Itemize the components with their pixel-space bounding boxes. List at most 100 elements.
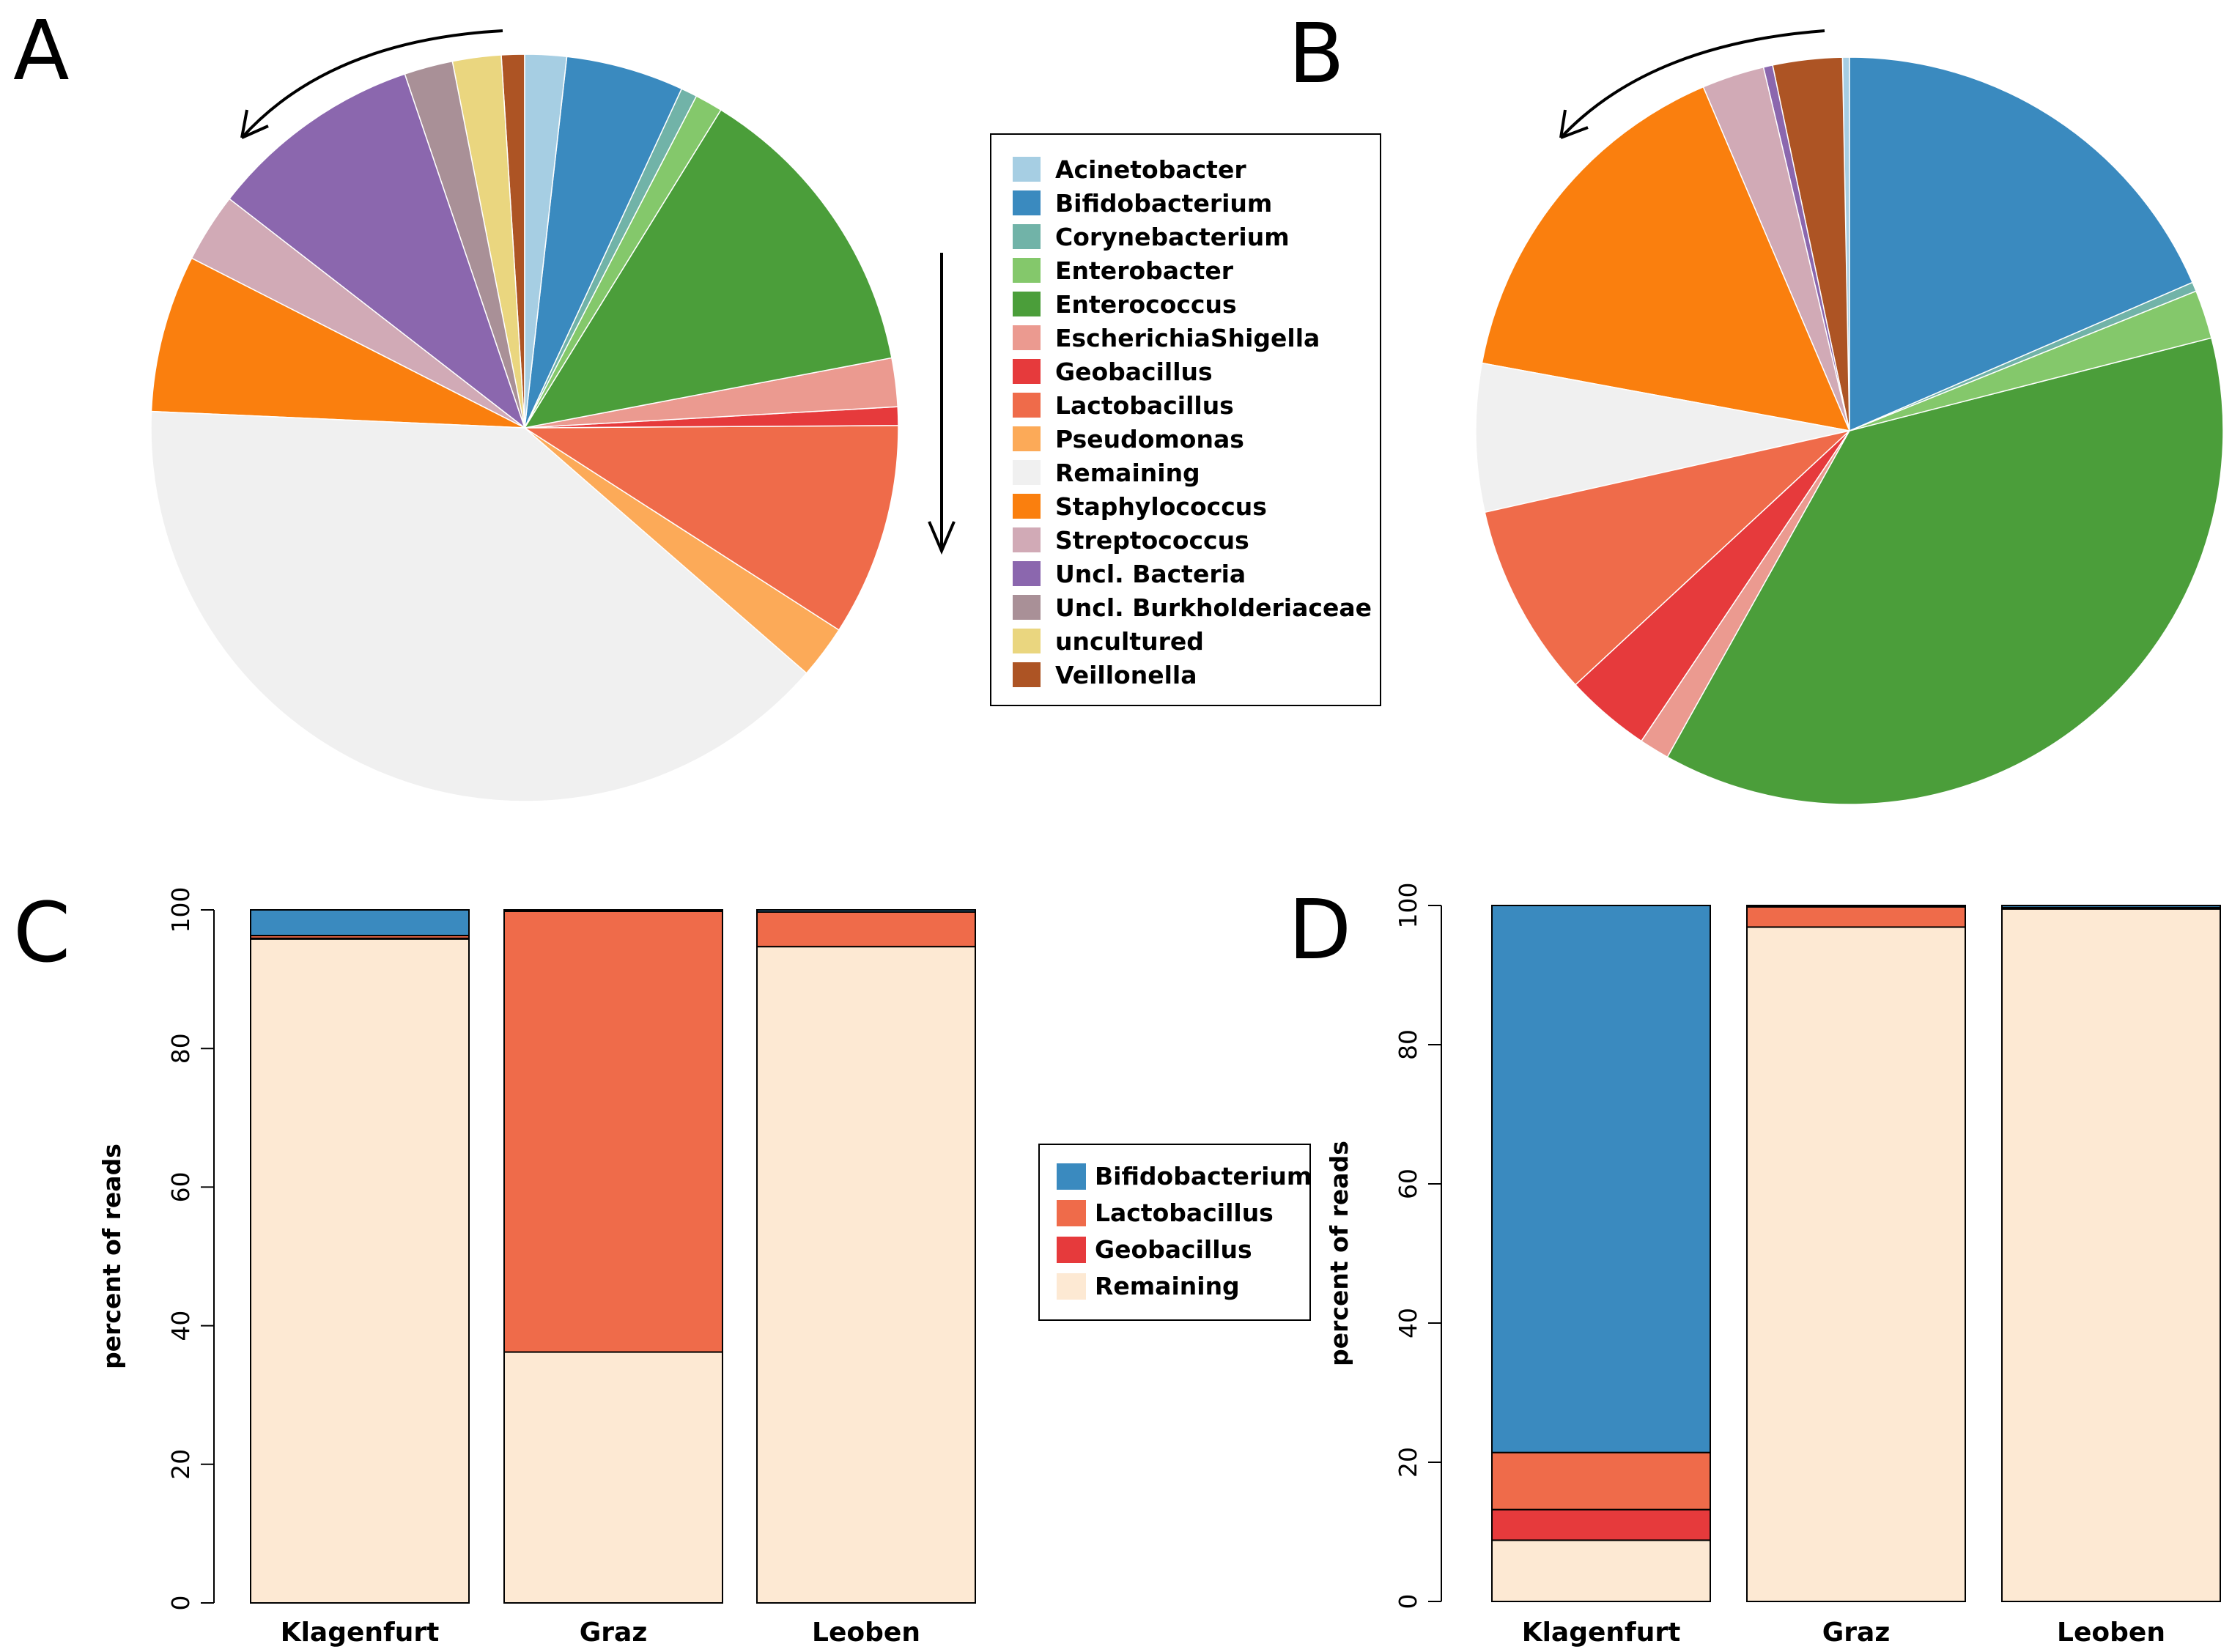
pie-a-slice-lactobacillus <box>522 425 899 631</box>
bar-c-category-label-leoben: Leoben <box>812 1618 920 1648</box>
bar-c-graz-bifidobacterium <box>503 909 723 912</box>
arrow-down <box>928 253 956 555</box>
panel-letter-c: C <box>13 886 70 981</box>
bar-d-graz-bifidobacterium <box>1746 905 1966 908</box>
pie-b-slice-bifidobacterium <box>1849 56 2194 432</box>
bar-legend-swatch-remaining <box>1057 1273 1086 1300</box>
pie-legend-label-enterobacter: Enterobacter <box>1055 256 1234 285</box>
pie-b-slice-staphylococcus <box>1481 86 1851 431</box>
bar-legend: Bifidobacterium Lactobacillus Geobacillus R… <box>1038 1144 1312 1321</box>
pie-legend-label-streptococcus: Streptococcus <box>1055 526 1249 555</box>
bar-chart-d: 0 20 40 60 80 100 percent of reads Klagenfurt Gr… <box>1325 883 2221 1648</box>
pie-chart-a <box>150 53 899 802</box>
bar-c-klagenfurt-remaining <box>250 938 470 1604</box>
bar-c-ytick-label-80: 80 <box>166 1033 195 1064</box>
bar-d-category-label-graz: Graz <box>1822 1618 1891 1648</box>
pie-legend-swatch-uncl-burkholderiaceae <box>1013 595 1041 620</box>
pie-legend-swatch-streptococcus <box>1013 527 1041 552</box>
bar-c-y-label: percent of reads <box>97 1144 126 1369</box>
pie-legend-box <box>990 133 1381 706</box>
pie-a-slice-uncl-bacteria <box>228 73 526 430</box>
bar-d-klagenfurt-geobacillus <box>1491 1508 1711 1541</box>
pie-legend-swatch-bifidobacterium <box>1013 190 1041 215</box>
bar-legend-label-geobacillus: Geobacillus <box>1095 1235 1252 1264</box>
bar-c-ytick-label-20: 20 <box>166 1449 195 1480</box>
arrow-counterclockwise-a <box>240 29 503 139</box>
bar-chart-c: 0 20 40 60 80 100 percent of reads Klagenfurt Gr… <box>97 887 976 1648</box>
bar-d-ytick-label-100: 100 <box>1394 883 1422 929</box>
panel-letter-a: A <box>13 4 70 99</box>
pie-legend-swatch-pseudomonas <box>1013 426 1041 451</box>
pie-legend-label-uncl-bacteria: Uncl. Bacteria <box>1055 560 1246 588</box>
bar-c-graz-lactobacillus <box>503 910 723 1353</box>
bar-c-ytick-label-60: 60 <box>166 1171 195 1202</box>
bar-c-graz-remaining <box>503 1351 723 1604</box>
bar-d-klagenfurt-remaining <box>1491 1539 1711 1602</box>
pie-legend-label-acinetobacter: Acinetobacter <box>1055 155 1246 184</box>
pie-legend-swatch-uncultured <box>1013 629 1041 653</box>
pie-a-slice-remaining <box>150 410 808 802</box>
bar-c-ytick-label-100: 100 <box>166 887 195 933</box>
bar-d-ytick-label-60: 60 <box>1394 1168 1422 1199</box>
pie-legend-swatch-uncl-bacteria <box>1013 561 1041 586</box>
pie-b-slice-lactobacillus <box>1484 429 1852 686</box>
pie-legend-label-escherichiashigella: EscherichiaShigella <box>1055 324 1320 352</box>
panel-letter-b: B <box>1288 7 1345 102</box>
bar-d-klagenfurt-bifidobacterium <box>1491 905 1711 1453</box>
pie-b-slice-remaining <box>1475 362 1850 514</box>
bar-d-graz-remaining <box>1746 926 1966 1602</box>
pie-chart-b <box>1475 56 2224 805</box>
bar-legend-swatch-bifidobacterium <box>1057 1163 1086 1190</box>
panel-letter-d: D <box>1288 883 1351 978</box>
pie-a-slice-staphylococcus <box>150 257 525 429</box>
pie-legend-label-staphylococcus: Staphylococcus <box>1055 492 1267 521</box>
pie-a-slice-acinetobacter <box>524 53 568 429</box>
pie-legend-label-corynebacterium: Corynebacterium <box>1055 223 1290 251</box>
bar-d-category-label-leoben: Leoben <box>2057 1618 2165 1648</box>
pie-a-slice-enterococcus <box>523 108 893 429</box>
pie-legend-swatch-veillonella <box>1013 662 1041 687</box>
bar-legend-label-bifidobacterium: Bifidobacterium <box>1095 1162 1312 1190</box>
pie-b-slice-enterococcus <box>1666 337 2224 805</box>
pie-legend-label-veillonella: Veillonella <box>1055 661 1197 689</box>
bar-d-y-label: percent of reads <box>1325 1141 1353 1366</box>
bar-d-ytick-label-20: 20 <box>1394 1447 1422 1478</box>
bar-legend-label-remaining: Remaining <box>1095 1272 1240 1300</box>
bar-c-ytick-label-40: 40 <box>166 1311 195 1341</box>
pie-legend-swatch-geobacillus <box>1013 359 1041 384</box>
bar-c-ytick-label-0: 0 <box>166 1596 195 1611</box>
bar-c-klagenfurt-bifidobacterium <box>250 909 470 937</box>
bar-d-ytick-label-0: 0 <box>1394 1594 1422 1610</box>
bar-d-leoben-remaining <box>2001 908 2221 1602</box>
pie-legend-label-geobacillus: Geobacillus <box>1055 358 1213 386</box>
bar-c-category-label-klagenfurt: Klagenfurt <box>281 1618 440 1648</box>
pie-legend: Acinetobacter Bifidobacterium Corynebacter… <box>990 133 1381 706</box>
pie-legend-swatch-enterobacter <box>1013 258 1041 283</box>
pie-legend-swatch-remaining <box>1013 460 1041 485</box>
pie-legend-label-remaining: Remaining <box>1055 459 1200 487</box>
arrow-counterclockwise-b <box>1559 29 1825 139</box>
bar-d-category-label-klagenfurt: Klagenfurt <box>1522 1618 1681 1648</box>
bar-d-klagenfurt-lactobacillus <box>1491 1451 1711 1511</box>
pie-legend-swatch-acinetobacter <box>1013 157 1041 182</box>
pie-legend-swatch-lactobacillus <box>1013 393 1041 418</box>
bar-legend-label-lactobacillus: Lactobacillus <box>1095 1199 1274 1227</box>
pie-legend-swatch-staphylococcus <box>1013 494 1041 519</box>
pie-legend-swatch-corynebacterium <box>1013 224 1041 249</box>
bar-d-leoben-bifidobacterium <box>2001 905 2221 908</box>
pie-legend-swatch-enterococcus <box>1013 292 1041 316</box>
bar-d-graz-lactobacillus <box>1746 905 1966 928</box>
pie-legend-label-lactobacillus: Lactobacillus <box>1055 391 1234 420</box>
pie-legend-label-bifidobacterium: Bifidobacterium <box>1055 189 1272 218</box>
bar-c-leoben-bifidobacterium <box>756 909 976 913</box>
pie-legend-label-pseudomonas: Pseudomonas <box>1055 425 1244 453</box>
pie-legend-label-uncl-burkholderiaceae: Uncl. Burkholderiaceae <box>1055 593 1372 622</box>
bar-c-category-label-graz: Graz <box>580 1618 648 1648</box>
bar-d-ytick-label-40: 40 <box>1394 1308 1422 1338</box>
bar-legend-swatch-lactobacillus <box>1057 1200 1086 1226</box>
bar-c-leoben-remaining <box>756 946 976 1604</box>
bar-c-leoben-lactobacillus <box>756 911 976 948</box>
bar-d-ytick-label-80: 80 <box>1394 1029 1422 1060</box>
pie-legend-swatch-escherichiashigella <box>1013 325 1041 350</box>
